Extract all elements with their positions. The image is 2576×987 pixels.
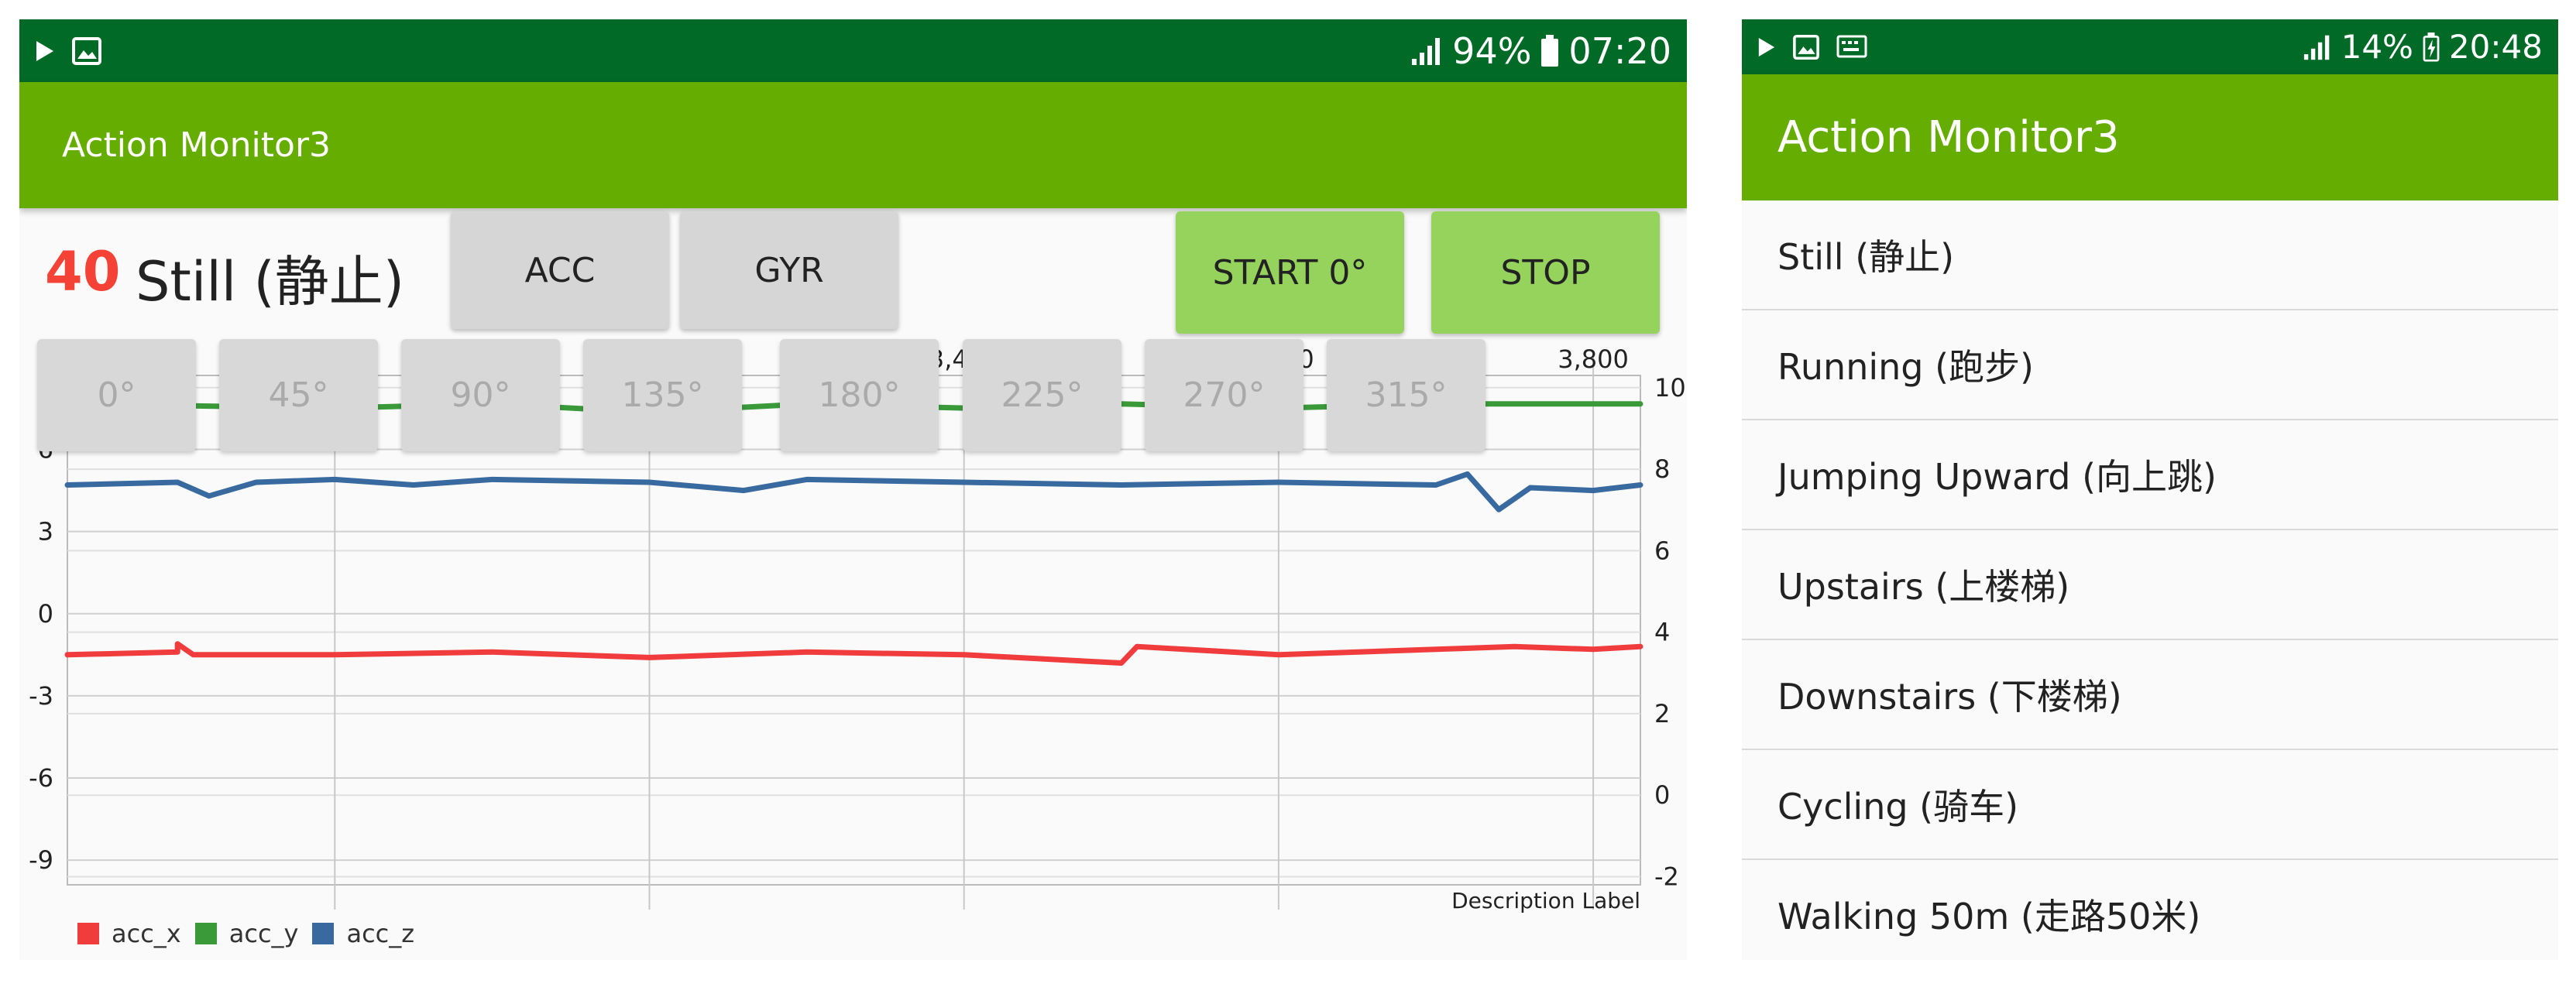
signal-icon — [2303, 35, 2329, 60]
right-phone-screen: 14% 20:48 Action Monitor3 Still (静止) Run… — [1742, 19, 2558, 960]
clock: 07:20 — [1568, 29, 1671, 72]
chart-legend: acc_x acc_y acc_z — [77, 919, 428, 948]
y-tick-label-left: -6 — [29, 763, 53, 793]
y-tick-label-right: 8 — [1654, 454, 1670, 484]
angle-button-315[interactable]: 315° — [1327, 339, 1485, 451]
app-bar: Action Monitor3 — [1742, 74, 2558, 200]
list-item-walking-50m[interactable]: Walking 50m (走路50米) — [1742, 860, 2558, 960]
description-label: Description Label — [1451, 888, 1640, 913]
list-item-still[interactable]: Still (静止) — [1742, 200, 2558, 310]
y-tick-label-right: 10 — [1654, 373, 1686, 403]
list-item-cycling[interactable]: Cycling (骑车) — [1742, 750, 2558, 860]
list-item-jumping-upward[interactable]: Jumping Upward (向上跳) — [1742, 420, 2558, 530]
battery-charging-icon — [2423, 32, 2440, 62]
angle-button-0[interactable]: 0° — [37, 339, 196, 451]
angle-button-45[interactable]: 45° — [219, 339, 378, 451]
legend-swatch — [194, 923, 217, 944]
gyr-button[interactable]: GYR — [680, 211, 898, 329]
list-item-running[interactable]: Running (跑步) — [1742, 310, 2558, 420]
legend-item-acc-x: acc_x — [77, 919, 181, 948]
series-line-acc-x — [64, 641, 1643, 666]
angle-button-225[interactable]: 225° — [963, 339, 1121, 451]
sensor-chart: 630-3-6-91086420-23,0003,2003,4003,6003,… — [29, 344, 1686, 913]
app-bar: Action Monitor3 — [19, 82, 1687, 208]
keyboard-icon — [1836, 35, 1867, 57]
y-tick-label-left: 3 — [38, 517, 53, 547]
clock: 20:48 — [2448, 28, 2543, 66]
image-icon — [72, 36, 101, 65]
status-bar: 14% 20:48 — [1742, 19, 2558, 74]
stop-button[interactable]: STOP — [1431, 211, 1660, 334]
x-tick-label: 3,800 — [1558, 344, 1629, 374]
plot-frame — [67, 375, 1641, 886]
y-tick-label-right: 4 — [1654, 618, 1670, 647]
list-item-downstairs[interactable]: Downstairs (下楼梯) — [1742, 640, 2558, 750]
battery-percent: 94% — [1452, 29, 1532, 72]
status-bar: 94% 07:20 — [19, 19, 1687, 82]
battery-icon — [1541, 34, 1559, 67]
angle-button-180[interactable]: 180° — [780, 339, 939, 451]
list-item-upstairs[interactable]: Upstairs (上楼梯) — [1742, 530, 2558, 640]
y-tick-label-right: -2 — [1654, 862, 1679, 891]
acc-button[interactable]: ACC — [451, 211, 669, 329]
battery-percent: 14% — [2341, 28, 2413, 66]
angle-button-90[interactable]: 90° — [401, 339, 560, 451]
legend-item-acc-z: acc_z — [312, 919, 414, 948]
current-activity: Still (静止) — [136, 250, 405, 314]
legend-label: acc_y — [228, 919, 299, 948]
y-tick-label-left: 0 — [38, 599, 53, 629]
y-tick-label-left: -9 — [29, 845, 53, 875]
activity-count: 40 — [45, 240, 121, 303]
legend-label: acc_z — [346, 919, 415, 948]
angle-button-270[interactable]: 270° — [1145, 339, 1303, 451]
legend-label: acc_x — [112, 919, 181, 948]
left-phone-screen: 94% 07:20 Action Monitor3 630-3-6-910864… — [19, 19, 1687, 960]
app-title: Action Monitor3 — [62, 125, 331, 165]
legend-swatch — [312, 923, 335, 944]
legend-item-acc-y: acc_y — [194, 919, 299, 948]
start-button[interactable]: START 0° — [1176, 211, 1404, 334]
app-title: Action Monitor3 — [1777, 112, 2120, 163]
image-icon — [1793, 34, 1819, 60]
y-tick-label-right: 2 — [1654, 699, 1670, 728]
angle-button-135[interactable]: 135° — [583, 339, 742, 451]
play-icon — [1758, 37, 1775, 57]
activity-list: Still (静止) Running (跑步) Jumping Upward (… — [1742, 200, 2558, 960]
y-tick-label-right: 6 — [1654, 536, 1670, 565]
play-icon — [36, 40, 53, 61]
legend-swatch — [77, 923, 99, 944]
y-tick-label-left: -3 — [29, 681, 53, 711]
signal-icon — [1412, 37, 1441, 65]
series-line-acc-z — [64, 471, 1643, 512]
y-tick-label-right: 0 — [1654, 780, 1670, 810]
